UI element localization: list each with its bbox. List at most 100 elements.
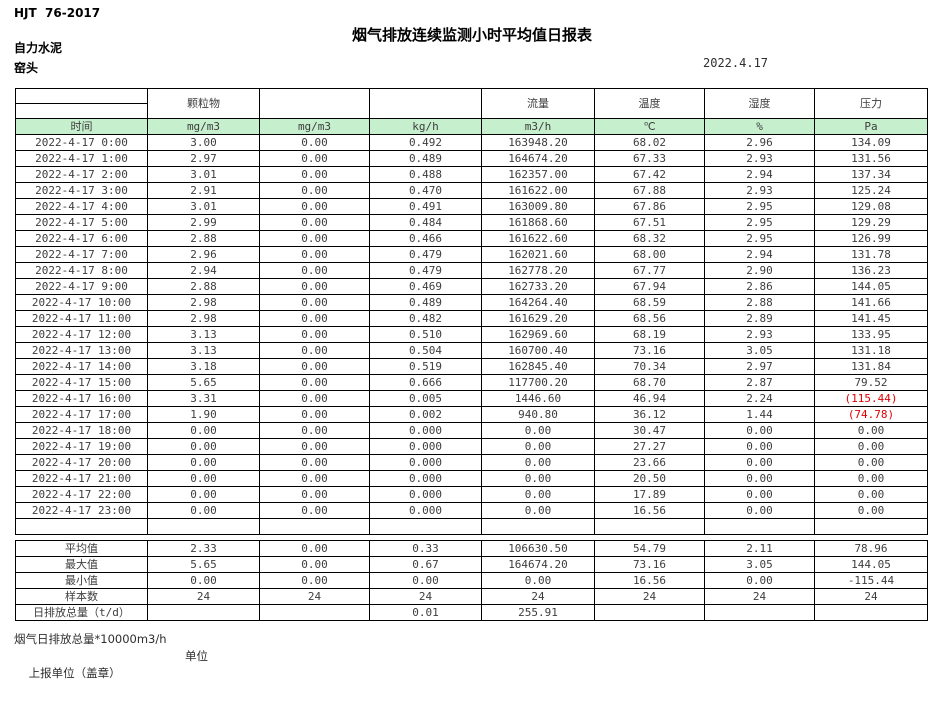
time-cell: 2022-4-17 8:00	[15, 262, 148, 279]
summary-label-cell: 日排放总量（t/d）	[15, 604, 148, 621]
summary-value-cell: 0.33	[369, 540, 482, 557]
value-cell: 3.05	[704, 342, 815, 359]
summary-value-cell: 144.05	[814, 556, 928, 573]
value-cell: 67.88	[594, 182, 705, 199]
value-cell: 5.65	[147, 374, 260, 391]
value-cell: 2.96	[704, 134, 815, 151]
value-cell: (115.44)	[814, 390, 928, 407]
table-row: 2022-4-17 0:00 3.00 0.00 0.492 163948.20 68.0…	[15, 134, 928, 151]
value-cell: 2.88	[147, 230, 260, 247]
time-cell: 2022-4-17 3:00	[15, 182, 148, 199]
table-row: 2022-4-17 11:00 2.98 0.00 0.482 161629.20 68.…	[15, 310, 928, 327]
value-cell: 27.27	[594, 438, 705, 455]
value-cell: (74.78)	[814, 406, 928, 423]
value-cell: 0.00	[259, 182, 370, 199]
value-cell: 3.01	[147, 166, 260, 183]
summary-table: 平均值 2.33 0.00 0.33 106630.50 54.79 2.11 78.96 最大…	[15, 540, 928, 621]
table-row: 2022-4-17 23:00 0.00 0.00 0.000 0.00 16.56 0.0…	[15, 502, 928, 519]
unit-label: 单位	[185, 649, 208, 663]
value-cell: 0.00	[259, 326, 370, 343]
summary-value-cell	[704, 604, 815, 621]
table-row: 2022-4-17 5:00 2.99 0.00 0.484 161868.60 67.5…	[15, 214, 928, 231]
value-cell: 137.34	[814, 166, 928, 183]
value-cell: 0.00	[259, 374, 370, 391]
value-cell: 68.19	[594, 326, 705, 343]
table-row: 2022-4-17 2:00 3.01 0.00 0.488 162357.00 67.4…	[15, 166, 928, 183]
value-cell: 0.00	[704, 502, 815, 519]
summary-value-cell: 0.01	[369, 604, 482, 621]
value-cell: 136.23	[814, 262, 928, 279]
summary-value-cell: 24	[481, 588, 595, 605]
empty-cell	[259, 518, 370, 535]
group-header-empty	[259, 88, 370, 119]
table-row: 2022-4-17 17:00 1.90 0.00 0.002 940.80 36.12 1…	[15, 406, 928, 423]
value-cell: 2.93	[704, 182, 815, 199]
value-cell: 0.00	[259, 438, 370, 455]
time-cell: 2022-4-17 19:00	[15, 438, 148, 455]
group-header-颗粒物: 颗粒物	[147, 88, 260, 119]
value-cell: 0.00	[147, 486, 260, 503]
time-cell: 2022-4-17 2:00	[15, 166, 148, 183]
table-row: 2022-4-17 8:00 2.94 0.00 0.479 162778.20 67.7…	[15, 262, 928, 279]
value-cell: 0.00	[481, 438, 595, 455]
value-cell: 3.01	[147, 198, 260, 215]
value-cell: 117700.20	[481, 374, 595, 391]
value-cell: 1.44	[704, 406, 815, 423]
value-cell: 0.00	[814, 502, 928, 519]
summary-value-cell: 0.00	[704, 572, 815, 589]
value-cell: 0.482	[369, 310, 482, 327]
time-cell: 2022-4-17 14:00	[15, 358, 148, 375]
value-cell: 36.12	[594, 406, 705, 423]
group-header-流量: 流量	[481, 88, 595, 119]
value-cell: 0.00	[259, 278, 370, 295]
value-cell: 164674.20	[481, 150, 595, 167]
value-cell: 0.00	[704, 438, 815, 455]
value-cell: 133.95	[814, 326, 928, 343]
value-cell: 0.00	[259, 342, 370, 359]
value-cell: 164264.40	[481, 294, 595, 311]
time-header-lower-cell	[15, 103, 148, 119]
value-cell: 0.00	[704, 470, 815, 487]
value-cell: 0.00	[259, 230, 370, 247]
value-cell: 0.00	[259, 310, 370, 327]
value-cell: 0.469	[369, 278, 482, 295]
summary-value-cell: 78.96	[814, 540, 928, 557]
value-cell: 0.492	[369, 134, 482, 151]
report-date: 2022.4.17	[703, 56, 769, 70]
time-header-upper-cell	[15, 88, 148, 104]
value-cell: 0.00	[259, 470, 370, 487]
value-cell: 0.00	[704, 486, 815, 503]
value-cell: 0.000	[369, 502, 482, 519]
value-cell: 162733.20	[481, 278, 595, 295]
value-cell: 0.00	[481, 422, 595, 439]
flow-total-footnote: 烟气日排放总量*10000m3/h	[14, 632, 167, 646]
value-cell: 0.00	[259, 198, 370, 215]
value-cell: 2.99	[147, 214, 260, 231]
value-cell: 20.50	[594, 470, 705, 487]
value-cell: 0.00	[481, 470, 595, 487]
value-cell: 0.00	[147, 438, 260, 455]
value-cell: 163948.20	[481, 134, 595, 151]
value-cell: 160700.40	[481, 342, 595, 359]
empty-cell	[147, 518, 260, 535]
value-cell: 0.489	[369, 150, 482, 167]
summary-value-cell: 24	[704, 588, 815, 605]
value-cell: 0.00	[259, 390, 370, 407]
value-cell: 129.29	[814, 214, 928, 231]
time-cell: 2022-4-17 4:00	[15, 198, 148, 215]
value-cell: 134.09	[814, 134, 928, 151]
summary-value-cell: 0.00	[259, 572, 370, 589]
value-cell: 2.88	[704, 294, 815, 311]
time-cell: 2022-4-17 6:00	[15, 230, 148, 247]
report-unit-stamp-label: 上报单位（盖章）	[28, 666, 121, 680]
summary-value-cell: 0.67	[369, 556, 482, 573]
value-cell: 161629.20	[481, 310, 595, 327]
value-cell: 67.86	[594, 198, 705, 215]
table-row: 2022-4-17 19:00 0.00 0.00 0.000 0.00 27.27 0.0…	[15, 438, 928, 455]
value-cell: 0.00	[147, 422, 260, 439]
time-cell: 2022-4-17 0:00	[15, 134, 148, 151]
value-cell: 2.98	[147, 310, 260, 327]
unit-header-cell: kg/h	[369, 118, 482, 135]
value-cell: 2.86	[704, 278, 815, 295]
table-row: 2022-4-17 21:00 0.00 0.00 0.000 0.00 20.50 0.0…	[15, 470, 928, 487]
